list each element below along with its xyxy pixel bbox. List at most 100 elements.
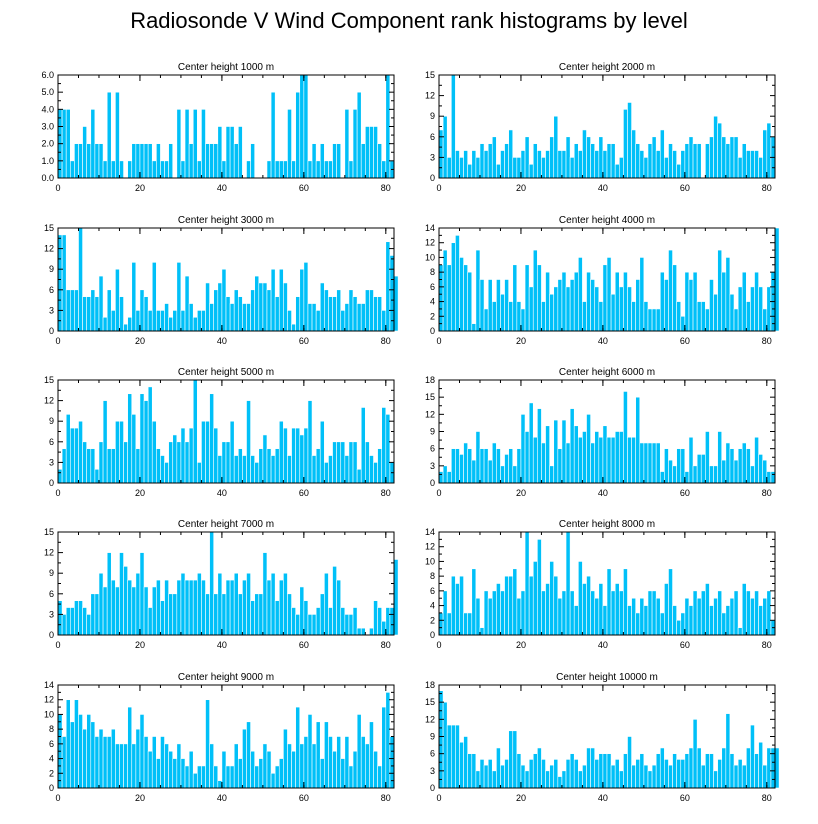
y-tick-label: 0 <box>430 783 435 793</box>
histogram-bar <box>578 770 583 789</box>
histogram-bar <box>496 583 501 636</box>
histogram-bar <box>233 143 239 179</box>
histogram-bar <box>213 765 219 789</box>
histogram-bar <box>205 593 210 636</box>
histogram-bar <box>217 572 223 636</box>
histogram-bar <box>319 143 325 179</box>
histogram-bar <box>733 459 739 484</box>
histogram-bar <box>381 407 387 484</box>
histogram-bar <box>659 612 665 636</box>
histogram-bar <box>528 402 534 484</box>
histogram-bar <box>360 143 366 179</box>
histogram-bar <box>209 303 215 332</box>
histogram-bar <box>496 163 501 179</box>
histogram-bar <box>655 442 661 484</box>
y-tick-label: 6 <box>49 589 54 599</box>
histogram-bar <box>639 753 645 789</box>
histogram-bar <box>475 431 481 484</box>
histogram-bar <box>643 442 649 484</box>
histogram-bar <box>360 407 366 484</box>
histogram-bar <box>647 308 653 332</box>
histogram-bar <box>365 743 370 789</box>
histogram-bar <box>537 264 542 332</box>
histogram-bar <box>463 736 468 789</box>
histogram-bar <box>602 150 608 179</box>
x-tick-label: 20 <box>516 183 526 193</box>
histogram-bar <box>389 255 395 332</box>
histogram-bar <box>651 308 657 332</box>
histogram-bar <box>180 427 186 484</box>
histogram-bar <box>352 109 358 179</box>
histogram-bar <box>496 279 501 332</box>
histogram-bar <box>647 143 653 179</box>
x-tick-label: 60 <box>299 183 309 193</box>
histogram-bar <box>192 109 198 179</box>
histogram-bar <box>741 442 747 484</box>
histogram-bar <box>598 301 604 332</box>
histogram-bar <box>74 427 79 484</box>
histogram-bar <box>618 157 624 179</box>
histogram-bar <box>549 764 555 789</box>
histogram-bar <box>61 448 67 484</box>
histogram-bar <box>311 303 317 332</box>
histogram-bar <box>516 157 522 179</box>
histogram-bar <box>504 143 509 179</box>
y-tick-label: 3 <box>49 457 54 467</box>
histogram-bar <box>578 436 583 484</box>
histogram-panel: Center height 3000 m 0 20 40 60 80 0 3 6 9 12 15 <box>44 215 399 346</box>
histogram-bar <box>164 743 169 789</box>
histogram-bar <box>258 758 264 789</box>
y-tick-label: 3 <box>430 152 435 162</box>
histogram-bar <box>336 441 342 484</box>
x-tick-label: 20 <box>516 336 526 346</box>
histogram-bar <box>655 753 661 789</box>
histogram-bar <box>274 296 280 332</box>
histogram-bar <box>102 736 108 789</box>
histogram-bar <box>369 721 374 789</box>
histogram-bar <box>684 143 690 179</box>
histogram-bar <box>532 753 538 789</box>
histogram-bar <box>291 427 296 484</box>
histogram-bar <box>266 448 272 484</box>
histogram-bar <box>479 448 485 484</box>
x-tick-label: 20 <box>516 488 526 498</box>
histogram-bar <box>340 607 346 636</box>
histogram-bar <box>369 289 374 332</box>
histogram-bar <box>659 471 665 484</box>
histogram-bar <box>713 465 718 484</box>
figure-title: Radiosonde V Wind Component rank histogr… <box>130 8 688 33</box>
histogram-bar <box>758 605 764 636</box>
histogram-bar <box>627 436 632 484</box>
histogram-bar <box>119 743 124 789</box>
histogram-bar <box>147 310 153 332</box>
histogram-bar <box>664 279 669 332</box>
histogram-bar <box>635 396 641 484</box>
histogram-bar <box>725 442 731 484</box>
histogram-bar <box>754 271 759 332</box>
histogram-bar <box>524 431 530 484</box>
histogram-bar <box>184 275 190 332</box>
histogram-bar <box>373 126 378 179</box>
histogram-bar <box>143 736 149 789</box>
histogram-bar <box>688 436 694 484</box>
histogram-bar <box>762 764 768 789</box>
histogram-bar <box>106 289 112 332</box>
histogram-bar <box>590 590 596 636</box>
histogram-bar <box>303 427 309 484</box>
histogram-bar <box>82 441 87 484</box>
histogram-bar <box>61 234 67 332</box>
histogram-bar <box>123 566 128 636</box>
histogram-bar <box>254 593 260 636</box>
histogram-bar <box>725 143 731 179</box>
histogram-bar <box>139 714 145 789</box>
histogram-bar <box>287 109 292 179</box>
histogram-bar <box>295 614 301 636</box>
histogram-bar <box>647 770 653 789</box>
histogram-bar <box>684 471 690 484</box>
histogram-bar <box>549 136 555 179</box>
x-tick-label: 40 <box>217 793 227 803</box>
histogram-bar <box>205 420 210 484</box>
histogram-bar <box>586 271 591 332</box>
histogram-bar <box>500 465 505 484</box>
